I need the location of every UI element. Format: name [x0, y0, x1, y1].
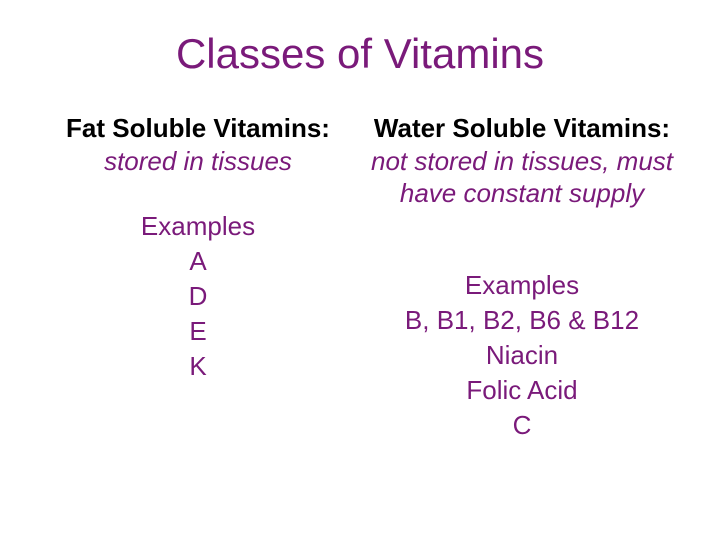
right-example-item: Folic Acid: [360, 373, 684, 408]
right-column: Water Soluble Vitamins: not stored in ti…: [360, 112, 684, 443]
left-example-item: E: [36, 314, 360, 349]
right-example-item: C: [360, 408, 684, 443]
right-example-item: Niacin: [360, 338, 684, 373]
left-examples-label: Examples: [36, 209, 360, 244]
left-example-item: A: [36, 244, 360, 279]
slide: Classes of Vitamins Fat Soluble Vitamins…: [0, 0, 720, 540]
left-examples-block: Examples A D E K: [36, 209, 360, 384]
left-example-item: D: [36, 279, 360, 314]
columns: Fat Soluble Vitamins: stored in tissues …: [36, 112, 684, 443]
right-examples-label: Examples: [360, 268, 684, 303]
right-description: not stored in tissues, must have constan…: [360, 145, 684, 210]
left-example-item: K: [36, 349, 360, 384]
right-heading: Water Soluble Vitamins:: [360, 112, 684, 145]
slide-title: Classes of Vitamins: [36, 30, 684, 78]
right-examples-block: Examples B, B1, B2, B6 & B12 Niacin Foli…: [360, 268, 684, 443]
left-heading: Fat Soluble Vitamins:: [36, 112, 360, 145]
right-example-item: B, B1, B2, B6 & B12: [360, 303, 684, 338]
left-column: Fat Soluble Vitamins: stored in tissues …: [36, 112, 360, 443]
left-description: stored in tissues: [36, 145, 360, 178]
